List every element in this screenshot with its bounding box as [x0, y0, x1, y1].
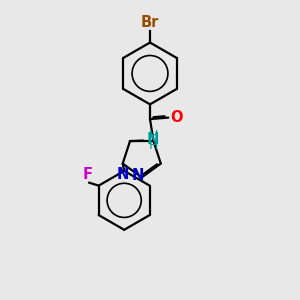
Text: H: H: [148, 129, 158, 142]
Text: N: N: [147, 133, 159, 148]
Text: F: F: [82, 167, 92, 182]
Text: Br: Br: [141, 15, 159, 30]
Text: O: O: [171, 110, 183, 124]
Text: H: H: [148, 139, 158, 152]
Text: N: N: [117, 167, 130, 182]
Text: N: N: [132, 168, 144, 183]
